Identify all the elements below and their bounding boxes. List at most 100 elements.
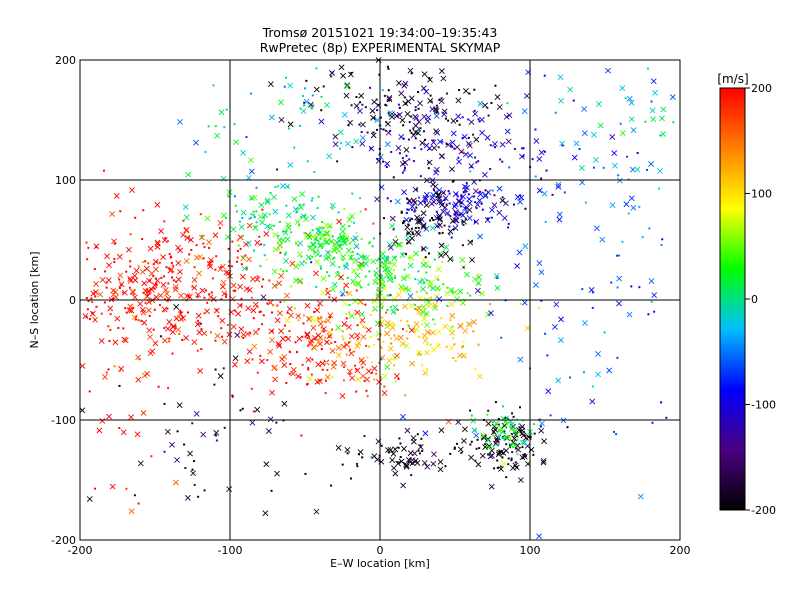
data-point-dot [208,246,211,249]
data-point-dot [348,242,351,245]
data-point-x-marker [152,340,159,347]
data-point-x-marker [86,496,93,502]
data-point-dot [493,194,496,197]
data-point-dot [394,274,397,277]
data-point-x-marker [310,241,317,248]
data-point-dot [325,287,328,290]
data-point-dot [473,109,476,112]
data-point-x-marker [392,470,399,477]
data-point-dot [311,197,314,200]
data-point-x-marker [449,330,456,336]
data-point-dot [440,97,443,100]
data-point-x-marker [303,98,310,105]
data-point-x-marker [180,315,187,321]
data-point-dot [406,320,409,323]
data-point-dot [377,271,380,274]
data-point-dot [437,217,440,220]
data-point-x-marker [161,306,168,313]
data-point-dot [477,282,480,285]
data-point-dot [470,440,473,443]
data-point-x-marker [346,216,353,223]
data-point-x-marker [420,85,427,92]
data-point-dot [269,192,272,195]
data-point-x-marker [274,317,281,324]
y-axis-label: N–S location [km] [28,251,41,348]
data-point-x-marker [342,300,349,307]
x-tick-label: 0 [377,544,384,557]
data-point-x-marker [567,86,574,93]
data-point-dot [644,120,647,123]
data-point-dot [445,345,448,348]
data-point-x-marker [93,280,100,287]
data-point-dot [355,96,358,99]
data-point-dot [405,330,408,333]
data-point-x-marker [491,141,498,147]
data-point-x-marker [417,100,423,107]
data-point-x-marker [390,450,397,457]
data-point-dot [464,353,467,356]
data-point-x-marker [413,115,420,121]
data-point-x-marker [161,237,168,244]
data-point-dot [260,310,263,313]
chart-subtitle: RwPretec (8p) EXPERIMENTAL SKYMAP [260,40,501,55]
data-point-x-marker [426,303,432,309]
data-point-dot [435,107,438,110]
data-point-dot [159,335,162,338]
data-point-x-marker [536,533,543,540]
data-point-x-marker [504,435,510,441]
data-point-dot [403,96,406,99]
data-point-dot [543,150,546,153]
data-point-dot [474,429,477,432]
data-point-dot [464,206,467,209]
data-point-dot [660,401,663,404]
data-point-x-marker [163,290,170,297]
data-point-x-marker [402,80,409,87]
data-point-x-marker [221,338,228,345]
data-point-x-marker [407,262,414,269]
colorbar-unit-label: [m/s] [717,72,748,86]
data-point-x-marker [593,157,599,163]
data-point-x-marker [359,261,366,268]
data-point-dot [409,457,412,460]
data-point-x-marker [445,141,452,148]
data-point-x-marker [394,198,401,205]
data-point-x-marker [403,342,410,349]
data-point-dot [129,260,132,263]
data-point-dot [433,323,436,326]
data-point-dot [429,94,432,97]
data-point-x-marker [101,374,108,380]
data-point-x-marker [407,293,414,300]
data-point-dot [104,270,107,273]
data-point-dot [313,170,316,173]
data-point-dot [129,265,132,268]
data-point-x-marker [429,225,436,232]
data-point-x-marker [200,431,207,438]
data-point-x-marker [254,239,261,246]
data-point-dot [349,348,352,351]
data-point-x-marker [154,239,161,246]
data-point-dot [380,444,383,447]
data-point-dot [358,316,361,319]
data-point-dot [521,147,524,150]
colorbar-tick-label: 0 [751,293,758,306]
data-point-x-marker [397,241,404,248]
data-point-x-marker [277,310,283,317]
data-point-x-marker [306,316,312,322]
data-point-dot [87,246,90,249]
data-point-x-marker [485,189,492,196]
data-point-x-marker [387,272,394,279]
data-point-dot [282,270,285,273]
data-point-x-marker [473,136,480,143]
data-point-dot [417,449,420,452]
data-point-dot [105,281,108,284]
data-point-x-marker [109,483,116,490]
data-point-x-marker [343,282,350,289]
data-point-x-marker [226,331,233,338]
data-point-dot [129,233,132,236]
data-point-dot [417,270,420,273]
data-point-dot [346,276,349,279]
data-point-dot [408,121,411,124]
data-point-dot [273,224,276,227]
data-point-dot [407,323,410,326]
data-point-x-marker [393,373,400,379]
